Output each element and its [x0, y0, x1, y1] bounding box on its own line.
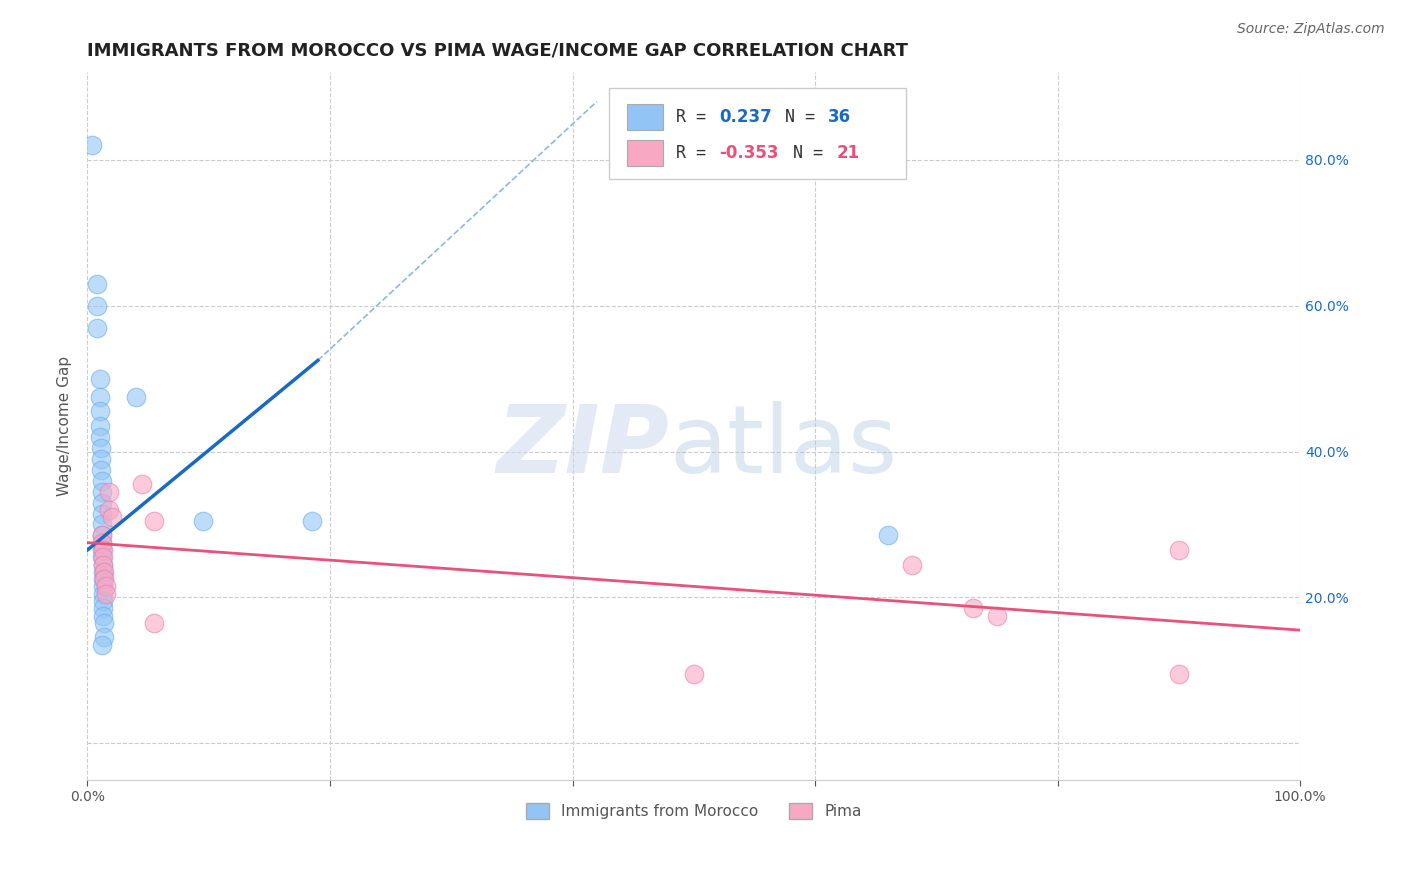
Point: [1167, 543, 1189, 558]
Point: [89, 371, 111, 385]
Text: R =: R =: [675, 108, 716, 126]
Point: [191, 514, 214, 528]
Text: N =: N =: [785, 108, 825, 126]
Point: [91, 572, 114, 586]
Point: [91, 579, 114, 593]
Text: 0.237: 0.237: [720, 108, 772, 126]
Point: [91, 558, 114, 572]
Point: [91, 535, 114, 549]
Point: [91, 528, 114, 542]
Point: [1167, 666, 1189, 681]
Point: [100, 510, 122, 524]
Point: [91, 601, 114, 615]
Text: IMMIGRANTS FROM MOROCCO VS PIMA WAGE/INCOME GAP CORRELATION CHART: IMMIGRANTS FROM MOROCCO VS PIMA WAGE/INC…: [87, 42, 908, 60]
Point: [90, 441, 112, 455]
Point: [98, 503, 121, 517]
Point: [91, 550, 114, 565]
Point: [89, 419, 111, 434]
Point: [901, 558, 924, 572]
Point: [89, 404, 111, 418]
Point: [89, 390, 111, 404]
Text: 21: 21: [837, 144, 860, 162]
Point: [86, 320, 108, 334]
Text: ZIP: ZIP: [496, 401, 669, 493]
Text: atlas: atlas: [669, 401, 898, 493]
Point: [82, 138, 104, 153]
Point: [91, 638, 114, 652]
Point: [301, 514, 323, 528]
Legend: Immigrants from Morocco, Pima: Immigrants from Morocco, Pima: [520, 797, 868, 825]
Text: -0.353: -0.353: [720, 144, 779, 162]
Y-axis label: Wage/Income Gap: Wage/Income Gap: [58, 356, 72, 496]
Text: R =: R =: [675, 144, 716, 162]
Point: [143, 514, 166, 528]
Text: N =: N =: [793, 144, 834, 162]
Point: [93, 615, 115, 630]
Point: [91, 558, 114, 572]
Point: [91, 543, 114, 558]
Point: [90, 463, 112, 477]
Point: [86, 277, 108, 291]
Point: [962, 601, 984, 615]
Point: [94, 579, 117, 593]
Bar: [627, 103, 664, 130]
Point: [91, 594, 114, 608]
Point: [98, 484, 121, 499]
Point: [91, 517, 114, 532]
Point: [91, 565, 114, 579]
Point: [91, 528, 114, 542]
Point: [93, 631, 115, 645]
Point: [91, 543, 114, 558]
Point: [86, 299, 108, 313]
Point: [91, 507, 114, 521]
Point: [89, 430, 111, 444]
Point: [876, 528, 898, 542]
Point: [91, 535, 114, 549]
Point: [131, 477, 153, 491]
FancyBboxPatch shape: [609, 88, 905, 178]
Point: [125, 390, 148, 404]
Point: [90, 451, 112, 466]
Text: Source: ZipAtlas.com: Source: ZipAtlas.com: [1237, 22, 1385, 37]
Bar: [627, 140, 664, 167]
Point: [91, 550, 114, 565]
Point: [91, 484, 114, 499]
Point: [94, 587, 117, 601]
Point: [143, 615, 166, 630]
Point: [986, 608, 1008, 623]
Point: [91, 474, 114, 488]
Point: [91, 608, 114, 623]
Point: [91, 495, 114, 509]
Text: 36: 36: [828, 108, 852, 126]
Point: [93, 565, 115, 579]
Point: [91, 587, 114, 601]
Point: [682, 666, 704, 681]
Point: [93, 572, 115, 586]
